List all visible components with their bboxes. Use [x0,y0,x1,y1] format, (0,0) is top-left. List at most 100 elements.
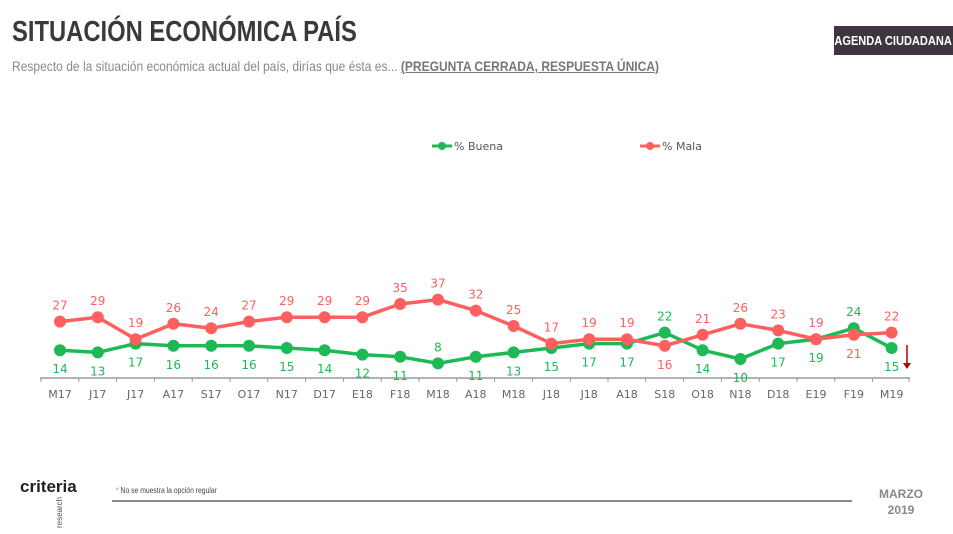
data-point [469,350,482,363]
x-tick-label: O17 [238,388,261,401]
date-year: 2019 [887,503,915,517]
data-point [545,337,558,350]
data-point [394,350,407,363]
data-label: 11 [468,369,483,383]
x-tick-label: M17 [48,388,72,401]
data-point [885,342,898,354]
data-label: 26 [166,301,181,315]
data-label: 21 [846,347,861,361]
data-label: 13 [506,364,521,378]
data-point [810,333,822,346]
data-label: 26 [733,301,748,315]
data-point [772,337,785,350]
x-tick-label: S18 [654,388,675,401]
x-tick-label: N18 [729,388,751,401]
x-tick-label: F18 [390,388,410,401]
data-label: 21 [695,312,710,326]
data-point [621,333,633,346]
data-point [658,339,671,352]
badge-label: AGENDA CIUDADANA [834,33,953,48]
data-point [507,346,520,359]
x-tick-label: O18 [691,388,714,401]
data-label: 19 [808,351,823,365]
date-month: MARZO [879,487,923,501]
legend-label: % Mala [662,140,702,153]
data-label: 29 [279,294,294,308]
data-point [847,328,860,341]
data-label: 29 [90,294,105,308]
data-point [507,320,520,332]
data-label: 22 [657,310,672,324]
data-label: 17 [771,356,786,370]
down-arrow-head [903,363,911,369]
x-tick-label: J18 [580,388,598,401]
x-tick-label: E19 [806,388,827,401]
data-point [243,315,255,328]
page-subtitle: Respecto de la situación económica actua… [12,58,659,74]
data-point [432,357,444,370]
data-point [129,333,142,346]
data-point [658,326,671,339]
data-label: 27 [52,299,67,313]
x-tick-label: N17 [276,388,298,401]
data-label: 19 [582,316,597,330]
data-point [280,342,293,354]
x-tick-label: A18 [616,388,638,401]
x-tick-label: D17 [313,388,335,401]
data-point [885,326,898,339]
data-point [696,344,709,357]
data-point [54,315,66,328]
x-tick-label: J18 [542,388,560,401]
data-label: 32 [468,288,483,302]
data-point [205,322,218,335]
x-tick-label: D18 [767,388,789,401]
data-label: 11 [393,369,408,383]
data-label: 12 [355,367,370,381]
x-tick-label: M18 [426,388,450,401]
data-label: 29 [317,294,332,308]
legend-marker [646,142,654,150]
data-point [91,346,104,359]
data-point [583,333,596,346]
data-point [469,304,482,317]
data-point [205,339,218,352]
x-tick-label: J17 [126,388,144,401]
data-label: 22 [884,310,899,324]
data-label: 14 [317,362,332,376]
data-label: 13 [90,364,105,378]
data-point [91,311,104,324]
data-label: 24 [846,305,861,319]
data-point [318,311,331,324]
data-point [696,328,709,341]
logo-sub: research [55,496,64,528]
agenda-badge: AGENDA CIUDADANA [834,26,953,55]
data-point [356,311,369,324]
x-tick-label: A17 [163,388,185,401]
x-tick-label: F19 [844,388,864,401]
footer-divider [112,500,852,502]
data-label: 17 [582,356,597,370]
data-label: 35 [393,281,408,295]
data-point [167,317,180,330]
page-title: SITUACIÓN ECONÓMICA PAÍS [12,16,357,48]
data-label: 17 [619,356,634,370]
data-point [734,353,747,365]
data-label: 25 [506,303,521,317]
data-label: 19 [808,316,823,330]
data-point [394,298,407,310]
legend-label: % Buena [454,140,503,153]
data-label: 17 [128,356,143,370]
data-point [432,293,444,306]
data-point [318,344,331,357]
data-point [243,339,255,352]
legend-marker [438,142,446,150]
subtitle-text: Respecto de la situación económica actua… [12,58,398,74]
data-label: 16 [657,358,672,372]
data-point [167,339,180,352]
data-point [734,317,747,330]
footnote-text: No se muestra la opción regular [118,486,217,495]
x-tick-label: A18 [465,388,487,401]
data-label: 23 [771,307,786,321]
data-label: 16 [241,358,256,372]
data-point [356,348,369,361]
